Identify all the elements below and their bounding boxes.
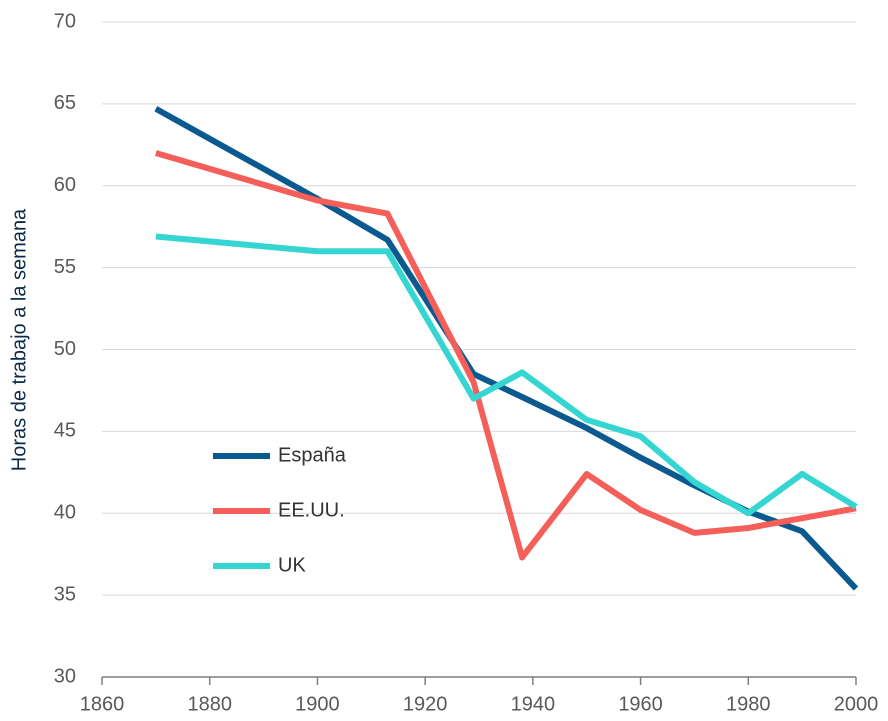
x-tick-label: 1900 [295,693,340,715]
legend-text: UK [278,554,306,576]
y-tick-label: 35 [54,583,76,605]
series-line [155,150,857,561]
x-tick-label: 2000 [834,693,879,715]
series-line [154,106,859,591]
series-line [155,233,858,517]
y-tick-label: 50 [54,338,76,360]
x-tick-label: 1880 [187,693,232,715]
legend-text: España [278,444,347,466]
y-tick-label: 30 [54,665,76,687]
y-tick-label: 60 [54,174,76,196]
x-tick-label: 1980 [726,693,771,715]
x-tick-label: 1860 [80,693,125,715]
x-tick-label: 1940 [511,693,556,715]
y-tick-label: 65 [54,92,76,114]
y-tick-label: 40 [54,502,76,524]
y-axis-label: Horas de trabajo a la semana [8,208,30,471]
legend-text: EE.UU. [278,499,345,521]
y-tick-label: 70 [54,10,76,32]
x-tick-label: 1960 [618,693,663,715]
y-tick-label: 45 [54,420,76,442]
y-tick-label: 55 [54,256,76,278]
x-tick-label: 1920 [403,693,448,715]
